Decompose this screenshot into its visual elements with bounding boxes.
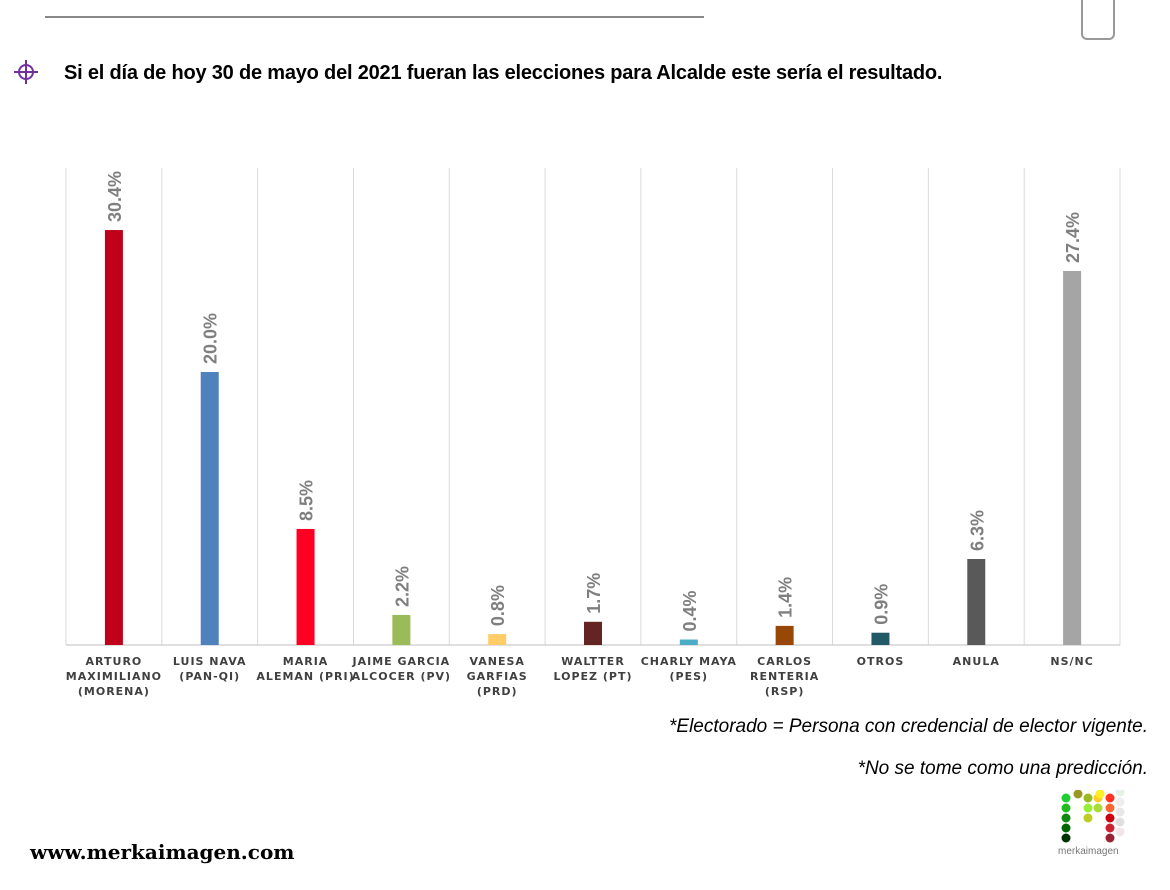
- category-label: ANULA: [953, 655, 1000, 668]
- category-label: (MORENA): [78, 685, 150, 698]
- logo-text: merkaimagen: [1058, 846, 1119, 857]
- category-label: CARLOS: [757, 655, 812, 668]
- bar: [296, 528, 315, 645]
- category-label: (PES): [670, 670, 709, 683]
- category-label: GARFIAS: [467, 670, 528, 683]
- data-label: 20.0%: [201, 313, 221, 364]
- bar: [488, 634, 507, 645]
- bar: [584, 621, 602, 645]
- bar: [1063, 270, 1082, 645]
- bar: [967, 559, 986, 645]
- note-prediccion: *No se tome como una predicción.: [857, 758, 1148, 779]
- page-title: Si el día de hoy 30 de mayo del 2021 fue…: [64, 62, 943, 84]
- bar: [104, 230, 123, 646]
- category-label: VANESA: [469, 655, 524, 668]
- data-label: 0.4%: [680, 591, 700, 632]
- data-label: 0.9%: [871, 584, 891, 625]
- bar: [679, 639, 698, 645]
- category-label: JAIME GARCIA: [352, 655, 451, 668]
- category-label: LOPEZ (PT): [554, 670, 633, 683]
- data-label: 27.4%: [1063, 212, 1083, 263]
- crosshair-icon: [14, 60, 38, 84]
- website-url[interactable]: www.merkaimagen.com: [30, 840, 295, 864]
- note-electorado: *Electorado = Persona con credencial de …: [669, 716, 1148, 737]
- data-label: 2.2%: [392, 566, 412, 607]
- category-label: (PRD): [477, 685, 518, 698]
- bar: [392, 614, 411, 645]
- category-label: NS/NC: [1050, 655, 1093, 668]
- category-label: ALCOCER (PV): [352, 670, 451, 683]
- data-label: 6.3%: [967, 510, 987, 551]
- category-label: ALEMAN (PRI): [256, 670, 354, 683]
- bar: [871, 632, 890, 645]
- category-label: WALTTER: [561, 655, 625, 668]
- category-label: MARIA: [283, 655, 329, 668]
- category-label: CHARLY MAYA: [641, 655, 737, 668]
- category-label: OTROS: [857, 655, 905, 668]
- bracket-decoration: [1081, 0, 1115, 40]
- category-label: MAXIMILIANO: [66, 670, 162, 683]
- data-label: 30.4%: [105, 171, 125, 222]
- bar: [775, 625, 794, 645]
- bar: [200, 372, 219, 645]
- category-label: ARTURO: [86, 655, 143, 668]
- category-label: LUIS NAVA: [173, 655, 247, 668]
- data-label: 8.5%: [297, 480, 317, 521]
- data-label: 1.4%: [776, 577, 796, 618]
- category-label: RENTERIA: [750, 670, 819, 683]
- data-label: 0.8%: [488, 585, 508, 626]
- category-label: (RSP): [765, 685, 805, 698]
- bar-chart: 30.4% ARTURO MAXIMILIANO (MORENA) 20.0% LUIS …: [65, 168, 1121, 698]
- merkaimagen-logo: [1061, 790, 1125, 843]
- top-rule: [45, 16, 704, 18]
- category-label: (PAN-QI): [179, 670, 240, 683]
- data-label: 1.7%: [584, 573, 604, 614]
